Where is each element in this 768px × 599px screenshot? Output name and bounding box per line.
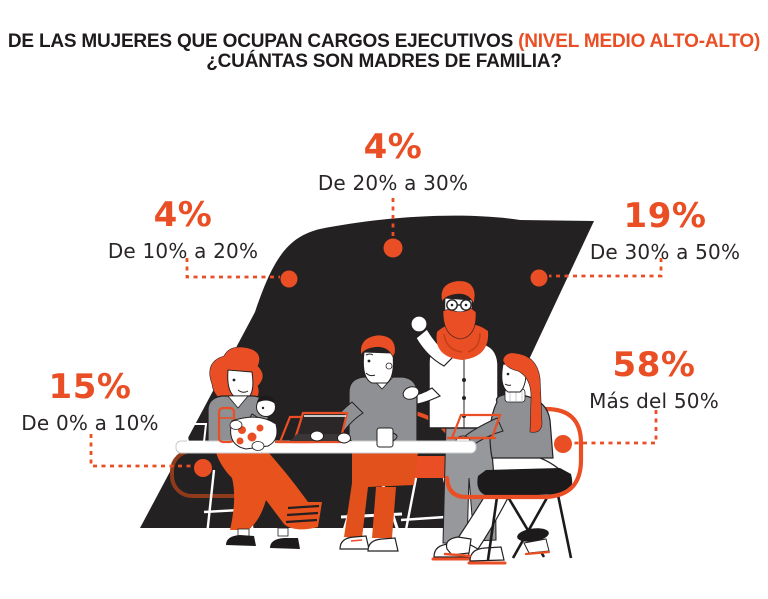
title-line1-black: DE LAS MUJERES QUE OCUPAN CARGOS EJECUTI… (7, 31, 514, 52)
mug-icon (179, 423, 208, 443)
man-typing-on-laptop (324, 334, 418, 552)
callout-mas-50: 58% Más del 50% (589, 345, 719, 413)
callout-30-50: 19% De 30% a 50% (589, 196, 741, 264)
hair (441, 280, 476, 306)
callout-range: De 10% a 20% (107, 238, 259, 263)
leader-left-lower (89, 434, 193, 468)
title-line-2: ¿CUÁNTAS SON MADRES DE FAMILIA? (206, 51, 562, 72)
callout-0-10: 15% De 0% a 10% (21, 367, 159, 435)
woman-with-baby-lower (216, 452, 322, 549)
title-line1-orange: (NIVEL MEDIO ALTO-ALTO) (518, 31, 761, 52)
callout-range: De 0% a 10% (21, 410, 159, 435)
callout-range: De 20% a 30% (317, 170, 469, 195)
callout-pct: 4% (363, 127, 423, 167)
page-title: DE LAS MUJERES QUE OCUPAN CARGOS EJECUTI… (0, 32, 768, 72)
baby (229, 395, 278, 451)
orange-chair-outline (444, 406, 584, 500)
tabletop-items (179, 386, 502, 451)
callout-range: Más del 50% (589, 388, 719, 413)
hair (502, 352, 543, 433)
laptop-icon (447, 413, 502, 440)
leader-right-lower (573, 410, 658, 445)
seated-woman (443, 352, 584, 561)
callout-pct: 19% (623, 196, 707, 236)
callout-20-30: 4% De 20% a 30% (317, 127, 469, 195)
glasses-icon (446, 299, 472, 311)
callout-pct: 15% (48, 367, 132, 407)
beard (442, 307, 477, 340)
connector-dots (194, 238, 572, 477)
callout-range: De 30% a 50% (589, 239, 741, 264)
connector-lines (89, 198, 663, 468)
leader-left-upper (185, 258, 280, 279)
title-line-1: DE LAS MUJERES QUE OCUPAN CARGOS EJECUTI… (0, 32, 768, 52)
callout-pct: 58% (612, 345, 696, 385)
callout-pct: 4% (153, 195, 213, 235)
stool-seat (477, 468, 573, 497)
mug-icon (376, 427, 398, 448)
leader-right-upper (549, 258, 663, 278)
callout-10-20: 4% De 10% a 20% (107, 195, 259, 263)
